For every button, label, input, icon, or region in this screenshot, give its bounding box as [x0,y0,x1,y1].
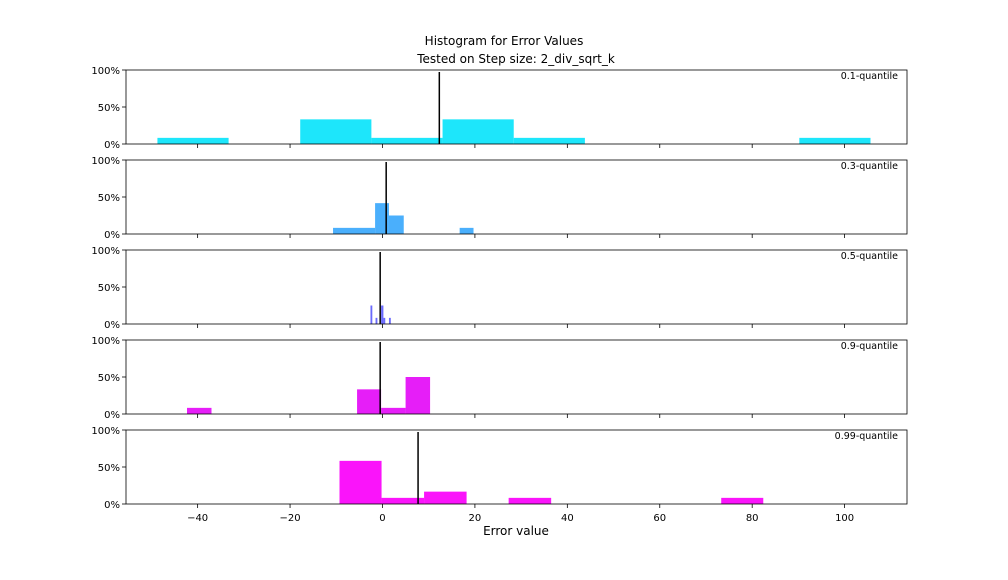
panel-3: 0% 50% 100% 0.9-quantile [91,336,908,421]
histogram-bar [187,407,212,414]
y-tick-label: 100% [91,246,120,257]
histogram-bar [381,305,384,324]
histogram-bar [300,119,372,144]
y-tick-label: 50% [98,463,120,474]
panel-2: 0% 50% 100% 0.5-quantile [91,246,908,331]
y-tick-label: 0% [104,140,120,151]
y-tick-label: 50% [98,103,120,114]
x-tick-label: −20 [280,513,301,524]
y-tick-label: 100% [91,336,120,347]
panel-1: 0% 50% 100% 0.3-quantile [91,156,908,241]
histogram-bar [383,317,386,324]
histogram-bar [157,137,229,144]
panel-frame [125,249,908,325]
panels-group: 0% 50% 100% 0.1-quantile 0% 50% 100% 0.3-quanti… [91,66,908,524]
histogram-bar [424,491,467,504]
panel-frame [125,429,908,505]
panel-0: 0% 50% 100% 0.1-quantile [91,66,908,151]
x-axis-label: Error value [483,524,549,538]
histogram-bar [381,497,425,504]
histogram-bar [721,497,764,504]
histogram-bar [357,389,382,414]
histogram-bar [381,407,406,414]
y-tick-label: 0% [104,500,120,511]
panel-frame [125,339,908,415]
panel-frame [125,69,908,145]
histogram-bar [508,497,552,504]
histogram-bar [442,119,514,144]
y-tick-label: 100% [91,66,120,77]
histogram-bar [405,377,431,414]
histogram-bar [799,137,871,144]
histogram-bar [388,317,391,324]
x-tick-label: 40 [561,513,574,524]
x-tick-label: −40 [187,513,208,524]
histogram-bar [339,460,382,504]
y-tick-label: 100% [91,156,120,167]
y-tick-label: 0% [104,410,120,421]
y-tick-label: 100% [91,426,120,437]
x-tick-label: 60 [653,513,666,524]
panel-label: 0.99-quantile [835,431,898,442]
histogram-bar [513,137,585,144]
y-tick-label: 0% [104,230,120,241]
histogram-bar [371,137,443,144]
y-tick-label: 50% [98,283,120,294]
histogram-bar [388,215,404,234]
panel-label: 0.3-quantile [841,161,898,172]
histogram-bar [333,227,376,234]
y-tick-label: 50% [98,373,120,384]
panel-frame [125,159,908,235]
chart-title: Histogram for Error Values [425,34,584,48]
histogram-bar [375,317,378,324]
chart-subtitle: Tested on Step size: 2_div_sqrt_k [416,52,615,66]
histogram-bar [370,305,373,324]
panel-label: 0.1-quantile [841,71,898,82]
histogram-bar [459,227,474,234]
panel-label: 0.9-quantile [841,341,898,352]
panel-4: 0% 50% 100% −40 −20 0 20 40 60 80 100 0.99-quantile [91,426,908,524]
x-tick-label: 0 [379,513,385,524]
x-tick-label: 100 [835,513,854,524]
y-tick-label: 50% [98,193,120,204]
x-tick-label: 80 [746,513,759,524]
x-tick-label: 20 [469,513,482,524]
panel-label: 0.5-quantile [841,251,898,262]
y-tick-label: 0% [104,320,120,331]
